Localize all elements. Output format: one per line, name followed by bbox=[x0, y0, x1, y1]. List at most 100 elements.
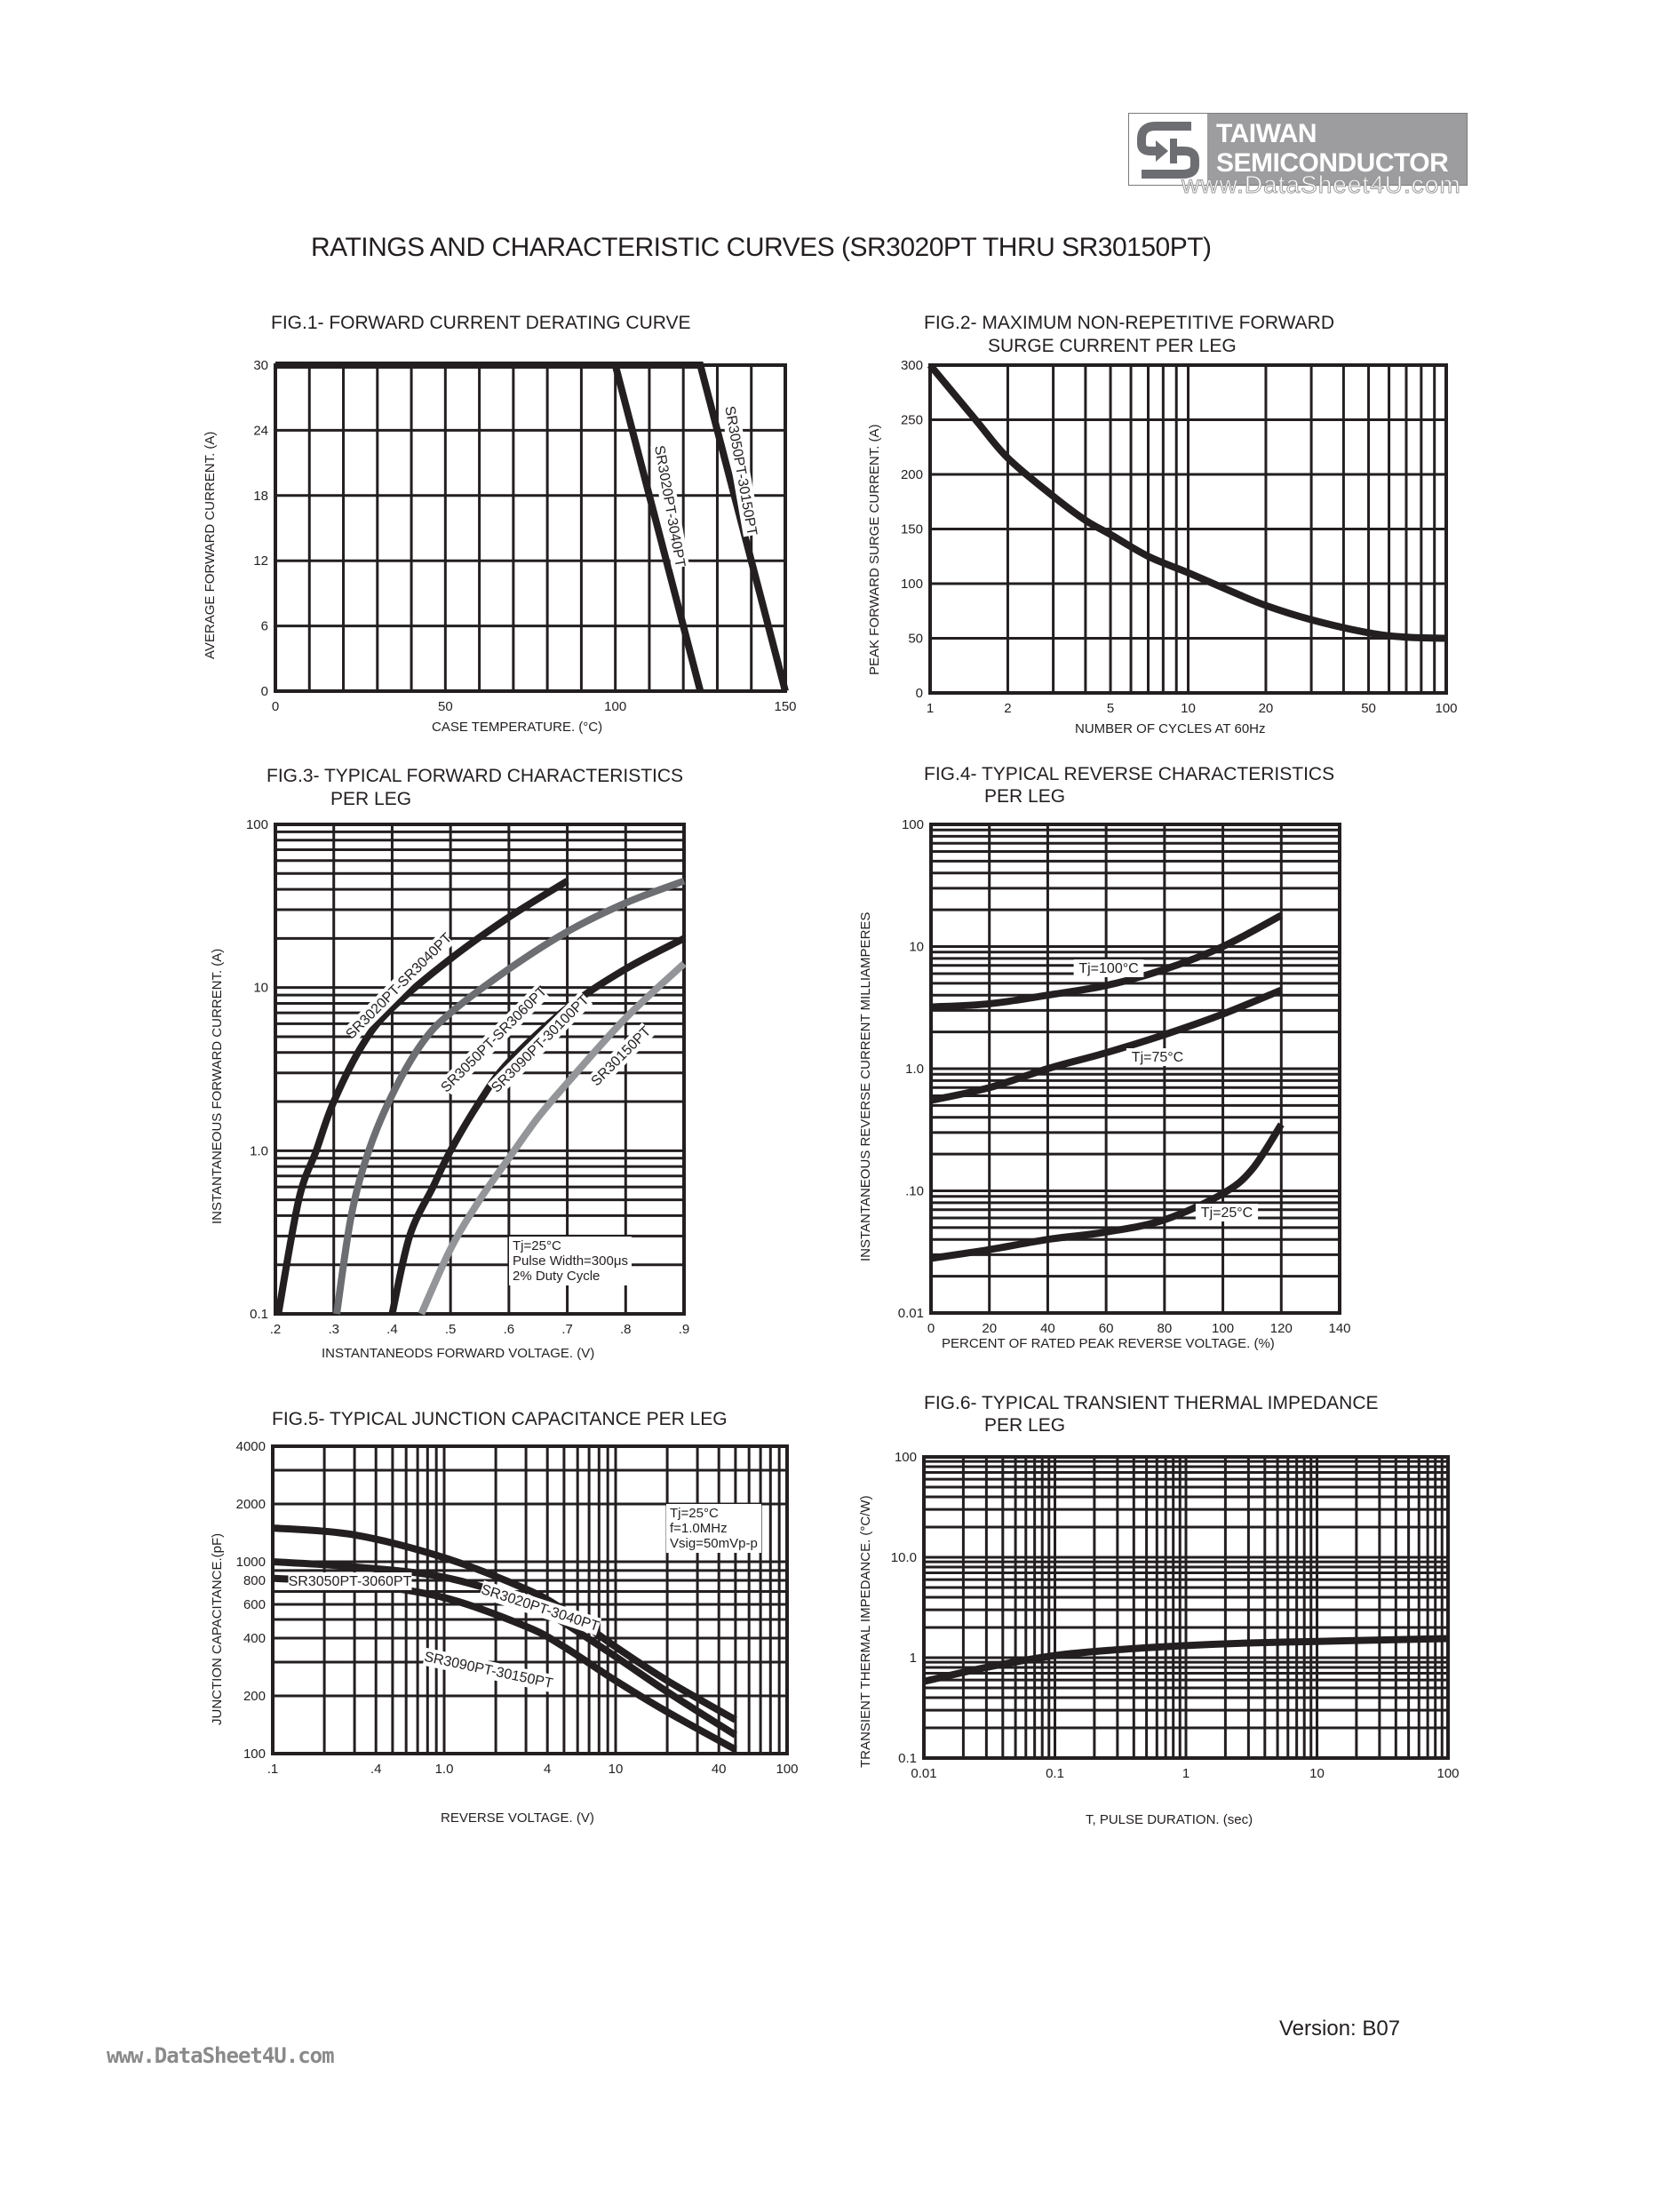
fig2-title-line1: FIG.2- MAXIMUM NON-REPETITIVE FORWARD bbox=[924, 313, 1335, 333]
fig5-xlabel: REVERSE VOLTAGE. (V) bbox=[441, 1810, 594, 1826]
svg-text:SR3050PT-3060PT: SR3050PT-3060PT bbox=[289, 1574, 412, 1589]
series-line bbox=[388, 935, 686, 1315]
y-tick: 0 bbox=[916, 686, 923, 701]
series-line bbox=[272, 1524, 737, 1723]
x-tick: 20 bbox=[982, 1321, 997, 1336]
y-tick: 50 bbox=[908, 632, 923, 647]
x-tick: .4 bbox=[370, 1762, 382, 1777]
x-tick: 10 bbox=[1309, 1766, 1325, 1781]
fig3-curve-label: SR3090PT-30100PT bbox=[487, 991, 593, 1097]
fig3-conditions-note: Tj=25°C Pulse Width=300μs 2% Duty Cycle bbox=[509, 1237, 632, 1285]
x-tick: .9 bbox=[679, 1322, 690, 1337]
brand-name: TAIWAN SEMICONDUCTOR bbox=[1207, 114, 1467, 185]
fig4-title-line1: FIG.4- TYPICAL REVERSE CHARACTERISTICS bbox=[924, 764, 1335, 784]
y-tick: 1000 bbox=[236, 1555, 266, 1570]
x-tick: 40 bbox=[712, 1762, 727, 1777]
y-tick: .10 bbox=[905, 1184, 924, 1199]
y-tick: 10 bbox=[909, 940, 924, 955]
x-tick: .2 bbox=[270, 1322, 282, 1337]
fig2-plot: 1 2 5 10 20 50 100 0 50 100 150 200 250 300 bbox=[901, 358, 1458, 716]
series-line bbox=[930, 911, 1284, 1011]
svg-text:SR30150PT: SR30150PT bbox=[589, 1023, 655, 1089]
x-tick: 60 bbox=[1099, 1321, 1114, 1336]
fig3-note-duty: 2% Duty Cycle bbox=[513, 1269, 601, 1284]
fig4-curve-label: Tj=75°C bbox=[1126, 1048, 1190, 1066]
series-line bbox=[333, 877, 686, 1315]
fig5-note-vsig: Vsig=50mVp-p bbox=[670, 1536, 758, 1551]
brand-line-2: SEMICONDUCTOR bbox=[1216, 148, 1449, 178]
fig3-note-pulse: Pulse Width=300μs bbox=[513, 1253, 628, 1269]
footer-url[interactable]: www.DataSheet4U.com bbox=[107, 2043, 335, 2068]
svg-text:SR3090PT-30100PT: SR3090PT-30100PT bbox=[489, 992, 593, 1096]
fig6-xlabel: T, PULSE DURATION. (sec) bbox=[1086, 1812, 1253, 1827]
y-tick: 1.0 bbox=[250, 1143, 268, 1158]
fig6-title-line2: PER LEG bbox=[984, 1415, 1066, 1436]
x-tick: 120 bbox=[1270, 1321, 1293, 1336]
svg-text:Tj=25°C: Tj=25°C bbox=[1201, 1205, 1253, 1221]
x-tick: 50 bbox=[1361, 701, 1376, 716]
fig3-xlabel: INSTANTANEODS FORWARD VOLTAGE. (V) bbox=[322, 1346, 595, 1361]
x-tick: 1.0 bbox=[435, 1762, 454, 1777]
y-tick: 4000 bbox=[236, 1439, 266, 1454]
fig5-plot: .1 .4 1.0 4 10 40 100 100 200 400 600 800 1000 2000 40… bbox=[236, 1439, 799, 1777]
y-tick: 200 bbox=[243, 1689, 266, 1704]
y-tick: 0 bbox=[261, 684, 268, 699]
x-tick: 10 bbox=[1181, 701, 1196, 716]
fig4-curve-label: Tj=25°C bbox=[1195, 1204, 1259, 1221]
fig5-ylabel: JUNCTION CAPACITANCE.(pF) bbox=[210, 1532, 225, 1725]
fig5-conditions-note: Tj=25°C f=1.0MHz Vsig=50mVp-p bbox=[666, 1504, 761, 1553]
y-tick: 10 bbox=[253, 981, 268, 996]
series-line bbox=[275, 362, 789, 693]
y-tick: 800 bbox=[243, 1573, 266, 1588]
fig2-title-line2: SURGE CURRENT PER LEG bbox=[988, 336, 1237, 356]
brand-logo: TAIWAN SEMICONDUCTOR bbox=[1128, 113, 1468, 186]
y-tick: 10.0 bbox=[891, 1550, 917, 1565]
x-tick: 20 bbox=[1259, 701, 1274, 716]
fig4-plot: 0 20 40 60 80 100 120 140 0.01 .10 1.0 10 100 bbox=[898, 817, 1351, 1336]
fig1-plot: 0 50 100 150 0 6 12 18 24 30 bbox=[253, 358, 796, 714]
x-tick: 100 bbox=[604, 699, 626, 714]
x-tick: 1 bbox=[927, 701, 934, 716]
x-tick: 0.1 bbox=[1046, 1766, 1064, 1781]
fig3-note-tj: Tj=25°C bbox=[513, 1238, 561, 1253]
fig5-curve-label: SR3090PT-30150PT bbox=[422, 1647, 555, 1693]
y-tick: 100 bbox=[901, 577, 923, 592]
x-tick: 100 bbox=[1212, 1321, 1234, 1336]
fig5-note-freq: f=1.0MHz bbox=[670, 1521, 728, 1536]
y-tick: 24 bbox=[253, 423, 268, 438]
y-tick: 600 bbox=[243, 1597, 266, 1612]
x-tick: 4 bbox=[544, 1762, 551, 1777]
x-tick: 100 bbox=[776, 1762, 798, 1777]
x-tick: .5 bbox=[445, 1322, 457, 1337]
fig3-title-line1: FIG.3- TYPICAL FORWARD CHARACTERISTICS bbox=[267, 766, 684, 786]
fig3-curve-label: SR30150PT bbox=[587, 1022, 655, 1090]
fig5-note-tj: Tj=25°C bbox=[670, 1506, 719, 1521]
x-tick: 2 bbox=[1004, 701, 1011, 716]
fig6-title-line1: FIG.6- TYPICAL TRANSIENT THERMAL IMPEDAN… bbox=[924, 1393, 1379, 1413]
x-tick: .1 bbox=[267, 1762, 279, 1777]
fig2-xlabel: NUMBER OF CYCLES AT 60Hz bbox=[1075, 721, 1266, 736]
fig3-plot: .2 .3 .4 .5 .6 .7 .8 .9 0.1 1.0 10 100 bbox=[246, 817, 689, 1337]
x-tick: .6 bbox=[504, 1322, 515, 1337]
x-tick: 100 bbox=[1436, 1766, 1459, 1781]
x-tick: 40 bbox=[1040, 1321, 1055, 1336]
x-tick: 5 bbox=[1107, 701, 1114, 716]
y-tick: 6 bbox=[261, 619, 268, 634]
y-tick: 100 bbox=[902, 817, 924, 832]
x-tick: 150 bbox=[774, 699, 796, 714]
x-tick: .8 bbox=[620, 1322, 632, 1337]
svg-text:SR3090PT-30150PT: SR3090PT-30150PT bbox=[423, 1650, 554, 1691]
version-label: Version: B07 bbox=[1279, 2017, 1401, 2041]
x-tick: .3 bbox=[328, 1322, 339, 1337]
y-tick: 1.0 bbox=[905, 1062, 924, 1077]
fig4-ylabel: INSTANTANEOUS REVERSE CURRENT MILLIAMPER… bbox=[858, 911, 873, 1261]
fig1-xlabel: CASE TEMPERATURE. (°C) bbox=[432, 720, 603, 735]
fig4-title-line2: PER LEG bbox=[984, 786, 1066, 807]
fig4-xlabel: PERCENT OF RATED PEAK REVERSE VOLTAGE. (… bbox=[942, 1336, 1275, 1351]
fig5-curve-label: SR3050PT-3060PT bbox=[288, 1572, 412, 1590]
series-line bbox=[930, 986, 1283, 1104]
svg-text:Tj=75°C: Tj=75°C bbox=[1132, 1050, 1183, 1065]
page-title: RATINGS AND CHARACTERISTIC CURVES (SR302… bbox=[311, 233, 1212, 262]
series-line bbox=[927, 362, 1447, 642]
